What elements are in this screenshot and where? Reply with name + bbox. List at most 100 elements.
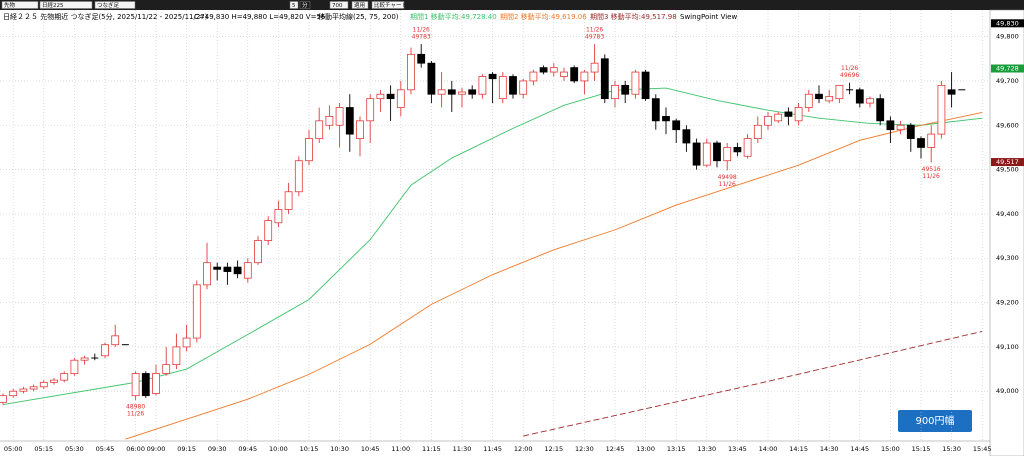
candle-body	[794, 107, 803, 122]
x-tick-label: 13:15	[667, 445, 686, 453]
toolbar-field[interactable]	[289, 1, 299, 9]
price-marker	[991, 158, 1024, 167]
x-tick-label: 14:30	[820, 445, 839, 453]
candle-body	[580, 71, 589, 82]
candle-body	[274, 209, 283, 224]
swing-date: 11/26	[413, 27, 430, 34]
candle-body	[243, 262, 252, 279]
y-tick-label: 49,100	[996, 343, 1019, 351]
x-tick-label: 09:45	[238, 445, 257, 453]
candle-body	[682, 129, 691, 144]
candle-body	[29, 386, 38, 390]
candle-body	[111, 335, 120, 346]
x-tick-label: 09:00	[147, 445, 166, 453]
x-tick-label: 15:30	[942, 445, 961, 453]
candle-body	[192, 284, 201, 339]
candle-body	[549, 67, 558, 73]
x-tick-label: 11:15	[422, 445, 441, 453]
y-tick-label: 49,000	[996, 387, 1019, 395]
toolbar-text[interactable]: 日経225	[42, 1, 64, 9]
toolbar-field[interactable]	[329, 1, 349, 9]
range-button-label[interactable]: 900円幅	[915, 414, 954, 427]
x-tick-label: 05:00	[4, 445, 23, 453]
candle-body	[427, 62, 436, 95]
price-marker	[991, 19, 1024, 28]
candle-body	[723, 147, 732, 162]
candle-body	[345, 107, 354, 135]
candle-body	[621, 84, 630, 95]
candle-body	[213, 266, 222, 270]
candle-body	[672, 120, 681, 131]
candle-body	[488, 73, 497, 80]
toolbar-field[interactable]	[39, 1, 93, 9]
x-tick-label: 10:15	[300, 445, 319, 453]
swing-value: 49516	[922, 166, 941, 173]
candle-body	[50, 379, 58, 383]
toolbar-text[interactable]: 比較チャート	[374, 1, 407, 9]
candle-body	[784, 111, 793, 117]
x-tick-label: 13:30	[697, 445, 716, 453]
candle-body	[733, 147, 742, 153]
candle-body	[662, 115, 670, 122]
candle-body	[0, 395, 7, 403]
candle-body	[203, 262, 211, 286]
candle-body	[468, 89, 477, 95]
candle-body	[233, 266, 242, 275]
candle-body	[223, 266, 232, 272]
legend-entry: 期間3 移動平均:49,517.98	[590, 12, 677, 21]
toolbar-text[interactable]: 分	[302, 1, 308, 9]
x-tick-label: 05:45	[96, 445, 115, 453]
price-marker	[991, 64, 1024, 73]
toolbar-items: 先物 日経225 つなぎ足 5 分 700 適用 比較チャート	[1, 1, 407, 9]
candle-body	[458, 91, 466, 95]
swing-value: 49783	[585, 34, 604, 41]
chart-title: 日経２２５ 先物期近 つなぎ足(5分, 2025/11/22 - 2025/11…	[3, 12, 208, 21]
swing-value: 49783	[412, 34, 431, 41]
candle-body	[376, 93, 385, 100]
candle-body	[101, 344, 109, 357]
x-tick-label: 13:45	[728, 445, 747, 453]
candle-body	[396, 89, 405, 108]
toolbar-text[interactable]: 700	[332, 3, 343, 9]
x-tick-label: 10:00	[269, 445, 288, 453]
toolbar-field[interactable]	[371, 1, 405, 9]
swing-value: 48980	[126, 404, 145, 411]
candle-body	[590, 62, 599, 73]
candle-body	[437, 89, 446, 95]
x-tick-label: 14:00	[759, 445, 778, 453]
x-tick-label: 05:15	[34, 445, 53, 453]
x-tick-label: 14:15	[789, 445, 808, 453]
x-tick-label: 11:45	[483, 445, 502, 453]
toolbar-text[interactable]: つなぎ足	[97, 1, 120, 9]
toolbar-field[interactable]	[1, 1, 39, 9]
toolbar-text[interactable]: 先物	[4, 1, 16, 9]
candle-body	[835, 84, 844, 100]
toolbar-text[interactable]: 適用	[354, 1, 365, 9]
x-tick-label: 11:00	[391, 445, 410, 453]
toolbar-field[interactable]	[351, 1, 369, 9]
swing-date: 11/26	[841, 65, 858, 72]
candle-body	[131, 373, 140, 397]
toolbar-field[interactable]	[299, 1, 311, 9]
x-tick-label: 12:00	[514, 445, 533, 453]
swing-date: 11/26	[586, 27, 603, 34]
candle-body	[498, 76, 507, 100]
toolbar-field[interactable]	[94, 1, 136, 9]
moving-average-line	[125, 111, 983, 440]
y-tick-label: 49,400	[996, 210, 1019, 218]
x-tick-label: 09:30	[208, 445, 227, 453]
x-tick-label: 10:45	[361, 445, 380, 453]
candle-body	[386, 93, 395, 100]
candle-body	[917, 138, 925, 148]
candle-body	[60, 373, 69, 381]
range-button[interactable]	[898, 410, 972, 432]
toolbar	[0, 0, 1024, 10]
candle-body	[254, 240, 262, 264]
candle-body	[141, 373, 150, 397]
view-label: SwingPoint View	[680, 13, 737, 21]
candle-body	[315, 120, 324, 139]
candle-body	[80, 357, 89, 361]
toolbar-text[interactable]: 5	[292, 3, 296, 9]
swing-date: 11/26	[923, 173, 940, 180]
